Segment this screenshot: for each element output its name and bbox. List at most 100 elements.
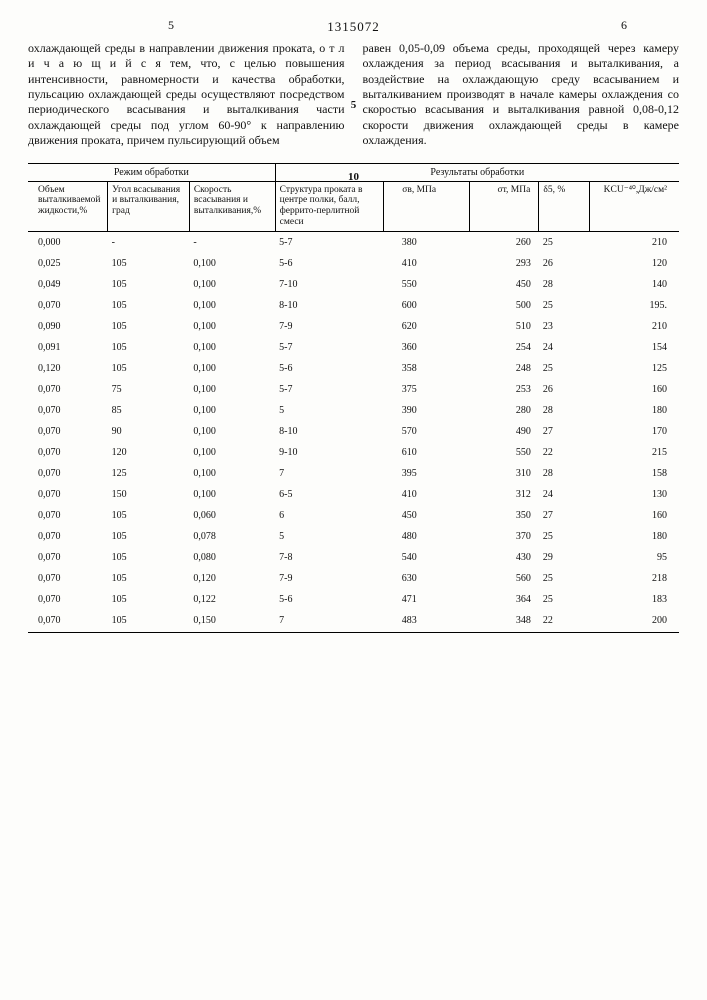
table-cell: 510 [470,316,539,337]
table-cell: 105 [108,295,190,316]
table-cell: 450 [384,505,470,526]
table-cell: 0,100 [189,379,275,400]
table-cell: 348 [470,610,539,633]
group-header-right: Результаты обработки [275,163,679,181]
table-body: 0,000--5-7380260252100,0251050,1005-6410… [28,232,679,633]
col-num-left: 5 [168,18,174,33]
table-cell: 310 [470,463,539,484]
table-cell: 105 [108,568,190,589]
table-cell: 0,100 [189,358,275,379]
table-cell: 350 [470,505,539,526]
table-cell: 130 [590,484,679,505]
table-row: 0,0491050,1007-1055045028140 [28,274,679,295]
table-cell: 0,120 [189,568,275,589]
table-cell: 26 [539,253,590,274]
table-cell: 210 [590,232,679,254]
table-cell: 0,091 [28,337,108,358]
table-cell: 120 [590,253,679,274]
table-cell: 471 [384,589,470,610]
table-cell: 370 [470,526,539,547]
table-cell: 390 [384,400,470,421]
table-cell: 210 [590,316,679,337]
table-cell: 7-9 [275,568,384,589]
table-row: 0,0701050,1207-963056025218 [28,568,679,589]
table-row: 0,070900,1008-1057049027170 [28,421,679,442]
table-cell: 150 [108,484,190,505]
table-cell: 248 [470,358,539,379]
table-cell: 0,100 [189,400,275,421]
col-header-7: KCU⁻⁴⁰,Дж/см² [590,181,679,232]
table-cell: 105 [108,358,190,379]
table-cell: 570 [384,421,470,442]
table-cell: 7-8 [275,547,384,568]
table-cell: 0,025 [28,253,108,274]
table-cell: 5-7 [275,232,384,254]
table-cell: 0,090 [28,316,108,337]
table-cell: 0,070 [28,379,108,400]
table-cell: 158 [590,463,679,484]
table-cell: - [108,232,190,254]
table-cell: 8-10 [275,295,384,316]
table-cell: 8-10 [275,421,384,442]
table-cell: 620 [384,316,470,337]
table-cell: 125 [108,463,190,484]
table-cell: 27 [539,421,590,442]
table-cell: 5-7 [275,379,384,400]
col-header-3: Структура проката в центре полки, балл, … [275,181,384,232]
table-cell: 480 [384,526,470,547]
table-cell: 105 [108,505,190,526]
table-cell: 140 [590,274,679,295]
table-cell: 0,070 [28,610,108,633]
table-cell: 0,100 [189,421,275,442]
table-cell: 180 [590,400,679,421]
table-cell: 7 [275,610,384,633]
table-cell: 500 [470,295,539,316]
table-cell: 312 [470,484,539,505]
table-cell: 160 [590,379,679,400]
table-cell: 483 [384,610,470,633]
col-header-2: Скорость всасывания и выталкивания,% [189,181,275,232]
table-cell: 105 [108,274,190,295]
table-cell: 5-6 [275,358,384,379]
table-cell: 85 [108,400,190,421]
col-header-0: Объем выталкиваемой жидкости,% [28,181,108,232]
group-header-left: Режим обработки [28,163,275,181]
table-cell: 0,100 [189,274,275,295]
line-mark-5: 5 [351,99,357,111]
table-cell: 25 [539,589,590,610]
table-cell: 25 [539,295,590,316]
table-cell: 0,060 [189,505,275,526]
table-cell: 218 [590,568,679,589]
table-cell: 90 [108,421,190,442]
table-cell: 254 [470,337,539,358]
table-cell: 560 [470,568,539,589]
table-cell: 0,070 [28,547,108,568]
table-row: 0,000--5-738026025210 [28,232,679,254]
results-table: Режим обработки Результаты обработки Объ… [28,163,679,634]
table-cell: 6 [275,505,384,526]
table-cell: 5 [275,526,384,547]
table-row: 0,0901050,1007-962051023210 [28,316,679,337]
table-cell: 195. [590,295,679,316]
table-cell: 6-5 [275,484,384,505]
table-header-row: Объем выталкиваемой жидкости,% Угол всас… [28,181,679,232]
table-cell: 25 [539,232,590,254]
table-cell: 0,100 [189,253,275,274]
document-number: 1315072 [28,19,679,35]
table-cell: 183 [590,589,679,610]
table-cell: 0,070 [28,421,108,442]
table-cell: 28 [539,463,590,484]
table-cell: 260 [470,232,539,254]
table-cell: 23 [539,316,590,337]
table-cell: 0,100 [189,295,275,316]
table-cell: 0,070 [28,484,108,505]
table-cell: 7-10 [275,274,384,295]
table-cell: 0,070 [28,526,108,547]
table-cell: 0,070 [28,295,108,316]
table-cell: 5-6 [275,589,384,610]
table-cell: 5-6 [275,253,384,274]
col-header-5: σт, МПа [470,181,539,232]
table-cell: 253 [470,379,539,400]
table-cell: 0,100 [189,442,275,463]
table-cell: 0,150 [189,610,275,633]
